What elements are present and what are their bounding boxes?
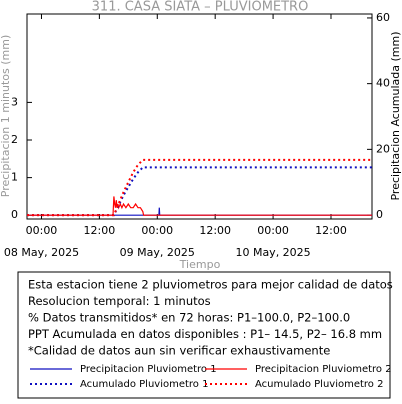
plot-frame [26, 13, 373, 220]
x-axis-label: Tiempo [179, 258, 221, 271]
legend-label: Precipitacion Pluviometro 2 [255, 364, 392, 375]
date-label: 10 May, 2025 [235, 246, 310, 259]
y2-tick-label: 60 [376, 11, 390, 24]
info-box [17, 271, 391, 399]
x-tick-label: 00:00 [257, 224, 289, 237]
y2-tick-label: 40 [376, 77, 390, 90]
chart-title: 311. CASA SIATA – PLUVIOMETRO [92, 0, 309, 15]
y2-tick-label: 0 [376, 208, 383, 221]
y-tick-label: 2 [11, 133, 18, 146]
info-line: Resolucion temporal: 1 minutos [28, 294, 211, 308]
y-axis-label: Precipitacion 1 minutos (mm) [0, 35, 12, 197]
x-tick-label: 12:00 [315, 224, 347, 237]
accumulated-line [27, 158, 372, 217]
x-tick-label: 00:00 [26, 224, 58, 237]
y-tick-label: 1 [11, 171, 18, 184]
y2-tick-label: 20 [376, 142, 390, 155]
y-tick-label: 3 [11, 95, 18, 108]
info-line: PPT Acumulada en datos disponibles : P1–… [28, 327, 382, 341]
date-label: 09 May, 2025 [120, 246, 195, 259]
x-tick-label: 12:00 [199, 224, 231, 237]
info-line: % Datos transmitidos* en 72 horas: P1–10… [28, 311, 350, 325]
legend-label: Acumulado Pluviometro 2 [255, 379, 383, 390]
date-label: 08 May, 2025 [4, 246, 79, 259]
accumulated-line [27, 166, 372, 217]
x-tick-label: 12:00 [84, 224, 116, 237]
legend-label: Acumulado Pluviometro 1 [80, 379, 208, 390]
info-line: Esta estacion tiene 2 pluviometros para … [28, 278, 393, 292]
legend-label: Precipitacion Pluviometro 1 [80, 364, 217, 375]
info-line: *Calidad de datos aun sin verificar exha… [28, 344, 330, 358]
precipitation-line [27, 196, 372, 216]
x-tick-label: 00:00 [141, 224, 173, 237]
y2-axis-label: Precipitacion Acumulada (mm) [389, 31, 402, 200]
precipitation-line [27, 207, 372, 216]
y-tick-label: 0 [11, 208, 18, 221]
